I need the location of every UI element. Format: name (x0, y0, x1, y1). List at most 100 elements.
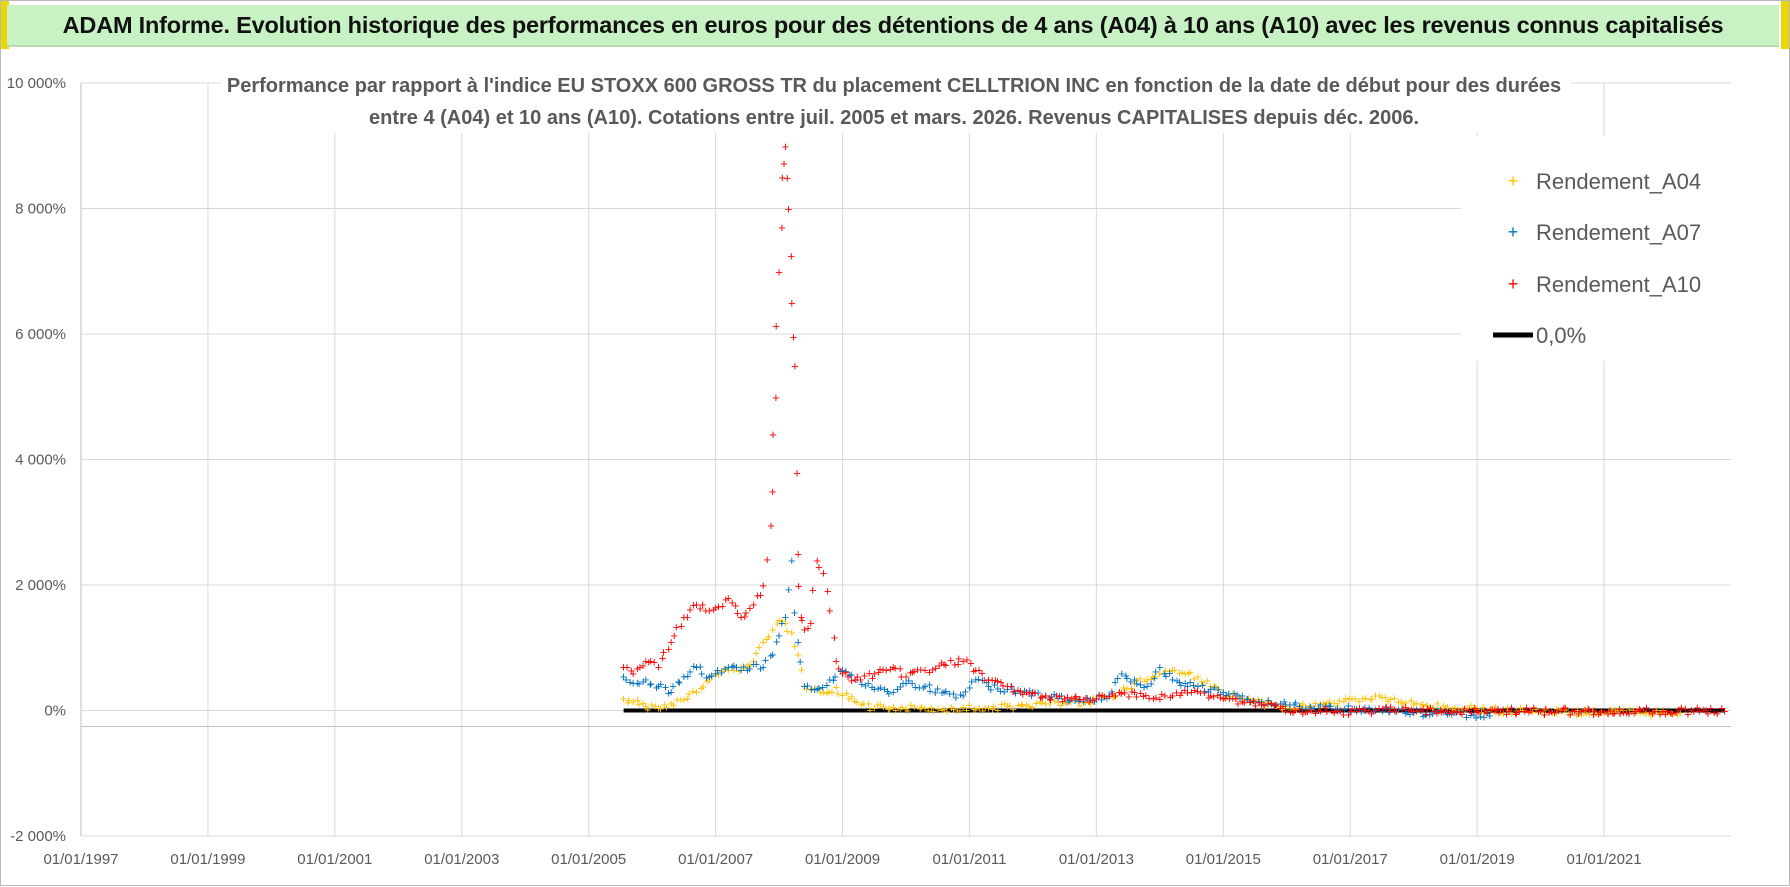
point-a04: + (1351, 691, 1359, 706)
point-a10: + (639, 658, 647, 673)
point-a04: + (634, 693, 642, 708)
point-a07: + (1177, 677, 1185, 692)
point-a04: + (803, 682, 811, 697)
point-a04: + (839, 687, 847, 702)
point-a07: + (1432, 703, 1440, 718)
point-a07: + (725, 660, 733, 675)
point-a07: + (676, 675, 684, 690)
point-a10: + (1398, 701, 1406, 716)
point-a10: + (1348, 701, 1356, 716)
point-a04: + (1185, 665, 1193, 680)
point-a04: + (1001, 696, 1009, 711)
point-a10: + (1291, 702, 1299, 717)
point-a10: + (1140, 688, 1148, 703)
point-a04: + (708, 669, 716, 684)
point-a04: + (655, 700, 663, 715)
point-a04: + (737, 660, 745, 675)
point-a10: + (798, 613, 806, 628)
point-a10: + (746, 601, 754, 616)
point-a10: + (1071, 690, 1079, 705)
point-a10: + (875, 665, 883, 680)
point-a10: + (665, 642, 673, 657)
legend-item-a04[interactable]: + Rendement_A04 (1508, 169, 1701, 194)
point-a04: + (876, 697, 884, 712)
point-a10: + (938, 655, 946, 670)
legend-item-a07[interactable]: + Rendement_A07 (1508, 220, 1701, 245)
point-a04: + (1093, 691, 1101, 706)
point-a10: + (1710, 705, 1718, 720)
point-a04: + (677, 692, 685, 707)
point-a10: + (769, 484, 777, 499)
point-a07: + (994, 681, 1002, 696)
point-a07: + (926, 684, 934, 699)
point-a07: + (801, 678, 809, 693)
point-a10: + (620, 660, 628, 675)
point-a10: + (690, 597, 698, 612)
point-a07: + (1173, 673, 1181, 688)
point-a07: + (1282, 697, 1290, 712)
legend-item-a10[interactable]: + Rendement_A10 (1508, 272, 1701, 297)
point-a10: + (947, 652, 955, 667)
point-a07: + (750, 656, 758, 671)
point-a07: + (1357, 704, 1365, 719)
point-a07: + (831, 669, 839, 684)
plot-area: ++++++++++++++++++++++++++++++++++++++++… (620, 139, 1729, 725)
point-a10: + (1659, 704, 1667, 719)
point-a07: + (921, 678, 929, 693)
point-a10: + (1289, 705, 1297, 720)
point-a04: + (1649, 705, 1657, 720)
point-a10: + (1486, 702, 1494, 717)
point-a04: + (1120, 680, 1128, 695)
point-a04: + (1497, 705, 1505, 720)
point-a04: + (769, 622, 777, 637)
point-a10: + (1372, 703, 1380, 718)
point-a04: + (1212, 679, 1220, 694)
point-a07: + (1184, 679, 1192, 694)
point-a10: + (722, 592, 730, 607)
point-a04: + (1162, 663, 1170, 678)
point-a04: + (1423, 698, 1431, 713)
point-a04: + (916, 701, 924, 716)
point-a10: + (1503, 706, 1511, 721)
point-a07: + (773, 634, 781, 649)
legend[interactable]: + Rendement_A04 + Rendement_A07 + Rendem… (1461, 136, 1731, 361)
series-rendement-a10: ++++++++++++++++++++++++++++++++++++++++… (620, 139, 1729, 722)
point-a04: + (970, 702, 978, 717)
point-a07: + (934, 681, 942, 696)
point-a07: + (1108, 684, 1116, 699)
point-a07: + (1463, 709, 1471, 724)
point-a04: + (1095, 688, 1103, 703)
point-a10: + (882, 662, 890, 677)
point-a10: + (1080, 692, 1088, 707)
point-a04: + (1227, 688, 1235, 703)
point-a04: + (697, 681, 705, 696)
point-a10: + (1616, 702, 1624, 717)
point-a04: + (1614, 703, 1622, 718)
point-a04: + (1647, 708, 1655, 723)
point-a10: + (942, 657, 950, 672)
point-a04: + (1067, 694, 1075, 709)
point-a10: + (1668, 706, 1676, 721)
point-a10: + (1210, 689, 1218, 704)
point-a04: + (928, 700, 936, 715)
point-a04: + (648, 697, 656, 712)
point-a04: + (1500, 706, 1508, 721)
point-a07: + (794, 634, 802, 649)
point-a07: + (1365, 700, 1373, 715)
point-a04: + (1417, 697, 1425, 712)
point-a04: + (1348, 691, 1356, 706)
point-a04: + (1251, 694, 1259, 709)
point-a04: + (1505, 703, 1513, 718)
point-a10: + (693, 597, 701, 612)
point-a10: + (1491, 702, 1499, 717)
point-a04: + (1586, 706, 1594, 721)
point-a07: + (653, 680, 661, 695)
point-a04: + (629, 694, 637, 709)
point-a10: + (1616, 706, 1624, 721)
point-a04: + (1600, 705, 1608, 720)
point-a10: + (1220, 691, 1228, 706)
point-a10: + (1391, 702, 1399, 717)
legend-item-zero[interactable]: 0,0% (1493, 323, 1586, 348)
point-a07: + (865, 675, 873, 690)
point-a07: + (698, 666, 706, 681)
